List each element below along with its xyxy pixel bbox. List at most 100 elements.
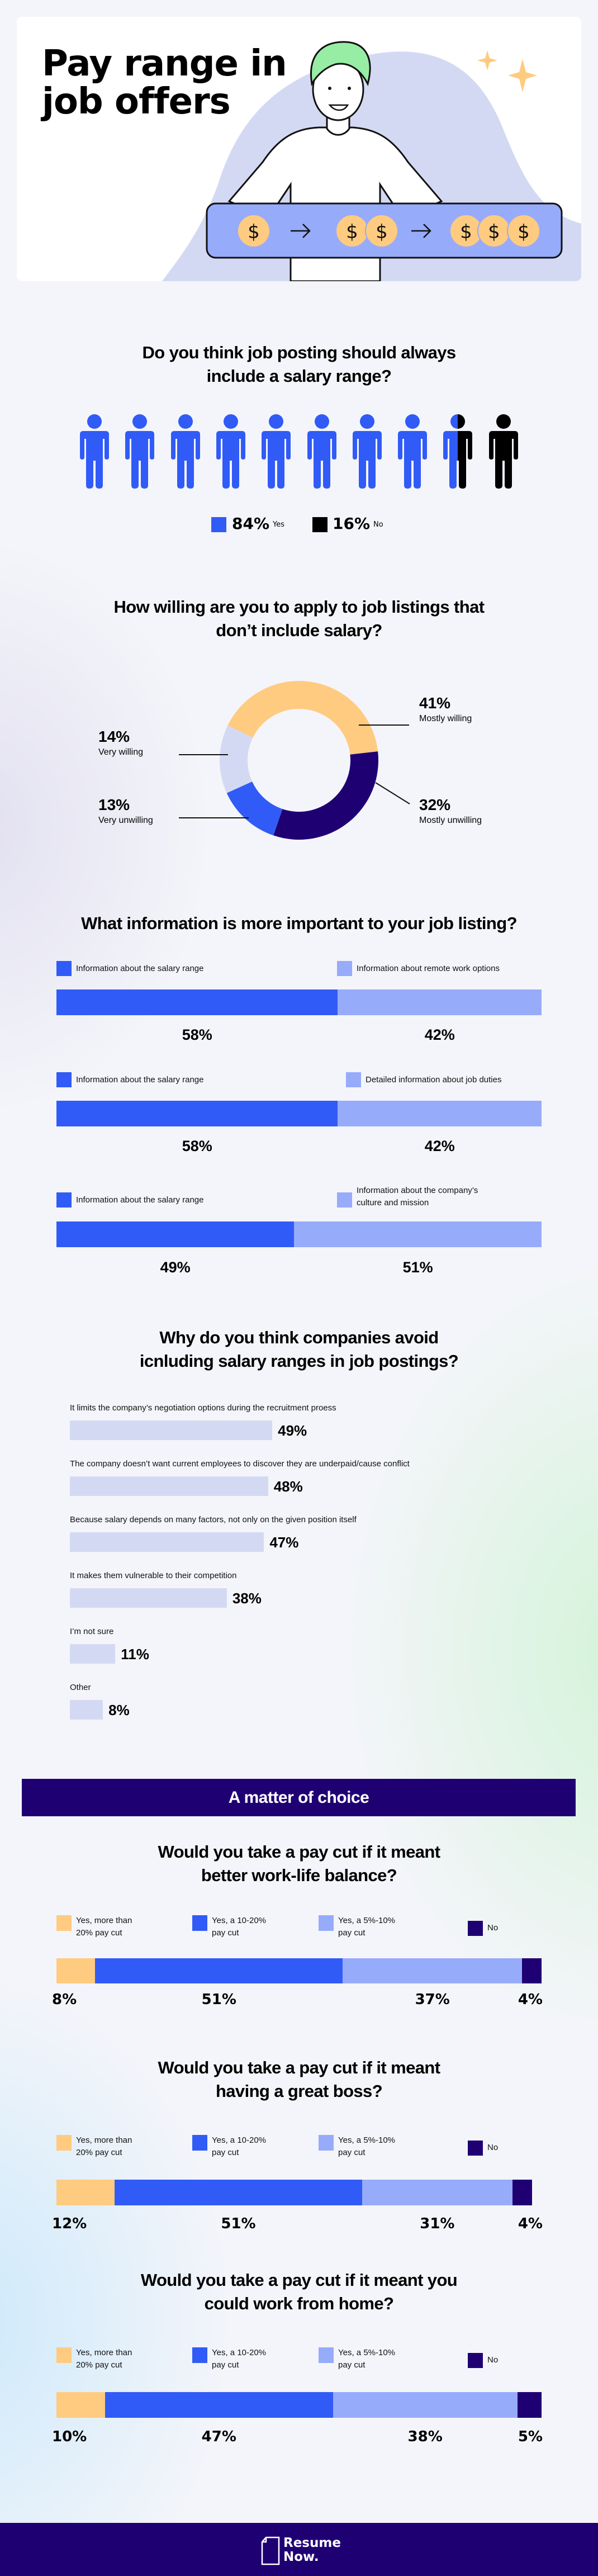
bar-value: 51% xyxy=(402,1259,433,1276)
bar-value: 51% xyxy=(221,2215,256,2232)
bar-segment xyxy=(56,2180,115,2205)
legend-swatch xyxy=(56,1192,72,1208)
bar-value: 4% xyxy=(518,1991,543,2008)
title-line: Would you take a pay cut if it meant xyxy=(158,2058,441,2077)
bar-segment xyxy=(95,1958,343,1983)
bar-segment xyxy=(56,1101,338,1126)
svg-text:$: $ xyxy=(488,221,500,243)
legend-label: No xyxy=(487,2355,499,2365)
bar-segment xyxy=(56,2392,105,2418)
donut-category: Very unwilling xyxy=(98,816,153,825)
legend-label: Yes, more than 20% pay cut xyxy=(76,2135,132,2157)
legend-swatch xyxy=(346,1072,361,1087)
bar-value: 42% xyxy=(424,1138,455,1154)
legend-swatch xyxy=(56,1915,72,1931)
person-icon xyxy=(125,414,155,489)
bar-category: It limits the company’s negotiation opti… xyxy=(70,1403,336,1413)
legend-label: Information about the company’s culture … xyxy=(357,1186,478,1208)
sparkle-icon xyxy=(477,50,537,92)
donut-category: Very willing xyxy=(98,747,144,757)
donut-slice xyxy=(227,681,378,755)
donut-slice xyxy=(226,782,283,836)
bar xyxy=(70,1476,268,1496)
person-icon xyxy=(307,414,336,489)
legend-swatch xyxy=(319,2347,334,2363)
legend-label: Yes, a 10-20% pay cut xyxy=(212,2135,267,2157)
legend-label: Information about remote work options xyxy=(357,964,500,973)
hero-title-line: job offers xyxy=(42,81,231,122)
bar-category: It makes them vulnerable to their compet… xyxy=(70,1571,237,1580)
legend-swatch xyxy=(468,1921,483,1936)
bar-segment xyxy=(56,989,338,1015)
dollar-coin-icon: $ xyxy=(237,214,270,248)
bar xyxy=(70,1700,103,1720)
bar-value: 49% xyxy=(278,1422,307,1439)
legend-label: Yes, more than 20% pay cut xyxy=(76,2348,132,2370)
hero-illustration: $ $ $ $ $ $ xyxy=(162,41,581,281)
q1-title: Do you think job posting should always in… xyxy=(0,341,598,388)
bar-value: 48% xyxy=(273,1478,303,1495)
bar-value: 4% xyxy=(518,2215,543,2232)
bar-value: 58% xyxy=(182,1138,212,1154)
bar-value: 11% xyxy=(121,1646,149,1663)
bar-segment xyxy=(343,1958,523,1983)
q4-title: Why do you think companies avoid icnludin… xyxy=(0,1326,598,1373)
legend-label: Information about the salary range xyxy=(76,964,204,973)
legend-label: Information about the salary range xyxy=(76,1075,204,1085)
bar-value: 12% xyxy=(52,2215,87,2232)
legend-swatch xyxy=(192,2135,207,2151)
legend-swatch xyxy=(468,2141,483,2156)
leader-line xyxy=(375,782,410,804)
bar-segment xyxy=(512,2180,532,2205)
hair xyxy=(310,41,371,87)
dollar-coin-icon: $ xyxy=(449,214,483,248)
hero-card: $ $ $ $ $ $ Pay range in job offers xyxy=(17,17,581,281)
donut-value: 14% xyxy=(98,728,130,745)
legend-swatch xyxy=(319,2135,334,2151)
legend-label: No xyxy=(487,1923,499,1933)
bar-value: 10% xyxy=(52,2428,87,2445)
document-icon xyxy=(261,2536,280,2565)
bar-value: 47% xyxy=(201,2428,236,2445)
donut-value: 13% xyxy=(98,796,130,813)
pictogram xyxy=(0,414,598,489)
bar-value: 38% xyxy=(232,1590,262,1607)
legend-value: 16% xyxy=(333,514,371,533)
bar-category: I’m not sure xyxy=(70,1627,114,1636)
bar-segment xyxy=(56,1221,295,1247)
legend-label: Yes xyxy=(273,520,284,529)
legend-label: No xyxy=(373,520,383,529)
bar-value: 38% xyxy=(407,2428,443,2445)
bar-value: 8% xyxy=(108,1702,130,1718)
legend-swatch xyxy=(312,517,328,532)
donut-slice xyxy=(273,751,379,840)
arrow-right-icon xyxy=(411,224,431,238)
person-icon xyxy=(352,414,382,489)
bar-segment xyxy=(517,2392,542,2418)
donut-value: 32% xyxy=(419,796,451,813)
dollar-coin-icon: $ xyxy=(477,214,511,248)
bar-value: 42% xyxy=(424,1026,455,1043)
person-icon xyxy=(262,414,291,489)
bar-segment xyxy=(56,1958,96,1983)
legend-label: Yes, a 5%-10% pay cut xyxy=(338,2348,396,2370)
donut-category: Mostly unwilling xyxy=(419,816,482,825)
bar xyxy=(70,1532,264,1552)
logo-text: Now. xyxy=(283,2550,319,2564)
bar-value: 31% xyxy=(420,2215,455,2232)
title-line: could work from home? xyxy=(204,2294,394,2313)
bar-category: Because salary depends on many factors, … xyxy=(70,1515,357,1524)
donut-value: 41% xyxy=(419,694,451,712)
logo-text: Resume xyxy=(283,2536,341,2550)
bar-segment xyxy=(522,1958,542,1983)
legend-swatch xyxy=(192,2347,207,2363)
person-icon xyxy=(443,414,473,489)
title-line: Would you take a pay cut if it meant you xyxy=(140,2270,458,2290)
q7-title: Would you take a pay cut if it meant you… xyxy=(0,2269,598,2315)
bar xyxy=(70,1420,273,1440)
bar-value: 8% xyxy=(52,1991,77,2008)
legend-label: Information about the salary range xyxy=(76,1195,204,1205)
legend-swatch xyxy=(56,1072,72,1087)
bar-segment xyxy=(338,1101,542,1126)
donut-slice xyxy=(220,725,253,793)
